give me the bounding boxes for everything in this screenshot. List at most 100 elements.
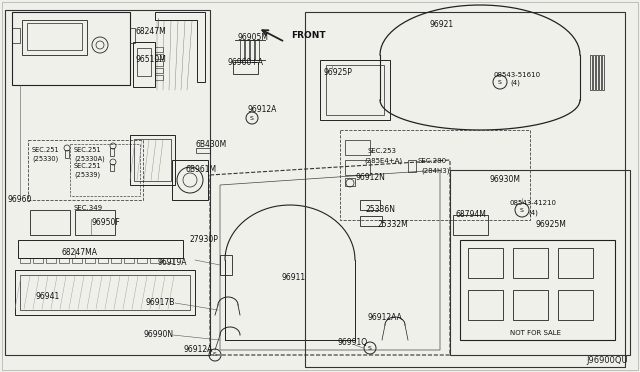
- Bar: [20, 275, 190, 310]
- Bar: [70, 144, 140, 196]
- Text: (285E4+A): (285E4+A): [364, 157, 402, 164]
- Bar: [593, 55, 595, 90]
- Bar: [59, 258, 69, 263]
- Text: 25336N: 25336N: [366, 205, 396, 214]
- Bar: [596, 55, 598, 90]
- Text: SEC.251: SEC.251: [74, 163, 102, 169]
- Text: 96941: 96941: [35, 292, 60, 301]
- Text: S: S: [368, 346, 372, 350]
- Text: SEC.349: SEC.349: [74, 205, 103, 211]
- Bar: [110, 164, 114, 171]
- Bar: [320, 60, 390, 120]
- Text: S: S: [250, 115, 254, 121]
- Text: 68794M: 68794M: [455, 210, 486, 219]
- Text: S: S: [520, 208, 524, 212]
- Bar: [468, 290, 503, 320]
- Text: SEC.251: SEC.251: [32, 147, 60, 153]
- Text: (284H3): (284H3): [421, 167, 449, 173]
- Text: 96905M: 96905M: [238, 33, 269, 42]
- Text: FRONT: FRONT: [291, 31, 326, 40]
- Bar: [345, 160, 370, 175]
- Text: 96930M: 96930M: [490, 175, 521, 184]
- Bar: [5, 10, 210, 355]
- Text: (25330): (25330): [32, 155, 58, 161]
- Text: 96912N: 96912N: [355, 173, 385, 182]
- Text: 25332M: 25332M: [378, 220, 409, 229]
- Bar: [98, 258, 108, 263]
- Bar: [15, 270, 195, 315]
- Text: 68247M: 68247M: [135, 27, 166, 36]
- Text: S: S: [213, 353, 217, 357]
- Bar: [18, 240, 183, 258]
- Text: 96950F: 96950F: [91, 218, 120, 227]
- Bar: [20, 258, 30, 263]
- Text: 68247MA: 68247MA: [62, 248, 98, 257]
- Text: 96911: 96911: [282, 273, 306, 282]
- Bar: [345, 178, 355, 186]
- Bar: [155, 75, 163, 80]
- Bar: [408, 160, 416, 172]
- Text: SEC.280: SEC.280: [418, 158, 447, 164]
- Bar: [326, 65, 384, 115]
- Text: 96919A: 96919A: [158, 258, 188, 267]
- Bar: [233, 62, 258, 74]
- Bar: [468, 248, 503, 278]
- Bar: [124, 258, 134, 263]
- Bar: [590, 55, 592, 90]
- Text: 6B430M: 6B430M: [196, 140, 227, 149]
- Bar: [22, 20, 87, 55]
- Bar: [111, 258, 121, 263]
- Bar: [558, 290, 593, 320]
- Bar: [602, 55, 604, 90]
- Text: 96917B: 96917B: [145, 298, 174, 307]
- Text: 08543-51610: 08543-51610: [494, 72, 541, 78]
- Bar: [130, 135, 175, 185]
- Text: S: S: [498, 80, 502, 84]
- Bar: [137, 258, 147, 263]
- Text: 96991Q: 96991Q: [337, 338, 367, 347]
- Bar: [155, 47, 163, 52]
- Text: 08543-41210: 08543-41210: [510, 200, 557, 206]
- Bar: [150, 258, 160, 263]
- Bar: [250, 40, 254, 60]
- Bar: [65, 150, 69, 158]
- Text: (25330A): (25330A): [74, 155, 105, 161]
- Bar: [163, 258, 173, 263]
- Bar: [513, 290, 548, 320]
- Bar: [137, 48, 151, 76]
- Text: 96912A: 96912A: [183, 345, 212, 354]
- Text: (4): (4): [510, 80, 520, 87]
- Bar: [196, 148, 210, 153]
- Bar: [305, 12, 625, 367]
- Bar: [360, 216, 382, 226]
- Bar: [72, 258, 82, 263]
- Text: SEC.253: SEC.253: [368, 148, 397, 154]
- Bar: [240, 40, 244, 60]
- Bar: [345, 140, 370, 155]
- Text: J96900QU: J96900QU: [586, 356, 628, 365]
- Text: 96960: 96960: [8, 195, 33, 204]
- Text: 96912A: 96912A: [248, 105, 277, 114]
- Bar: [75, 210, 115, 235]
- Bar: [134, 139, 171, 181]
- Text: (4): (4): [528, 209, 538, 215]
- Bar: [30, 210, 70, 235]
- Text: 96925M: 96925M: [535, 220, 566, 229]
- Bar: [245, 40, 249, 60]
- Bar: [33, 258, 43, 263]
- Bar: [172, 160, 208, 200]
- Bar: [155, 61, 163, 66]
- Text: 6B961M: 6B961M: [186, 165, 217, 174]
- Bar: [28, 140, 143, 200]
- Bar: [110, 148, 114, 156]
- Bar: [27, 23, 82, 50]
- Text: 96925P: 96925P: [324, 68, 353, 77]
- Bar: [558, 248, 593, 278]
- Bar: [513, 248, 548, 278]
- Bar: [155, 68, 163, 73]
- Text: 96960+A: 96960+A: [228, 58, 264, 67]
- Bar: [133, 42, 155, 87]
- Bar: [599, 55, 601, 90]
- Bar: [130, 28, 135, 43]
- Text: 96912AA: 96912AA: [367, 313, 402, 322]
